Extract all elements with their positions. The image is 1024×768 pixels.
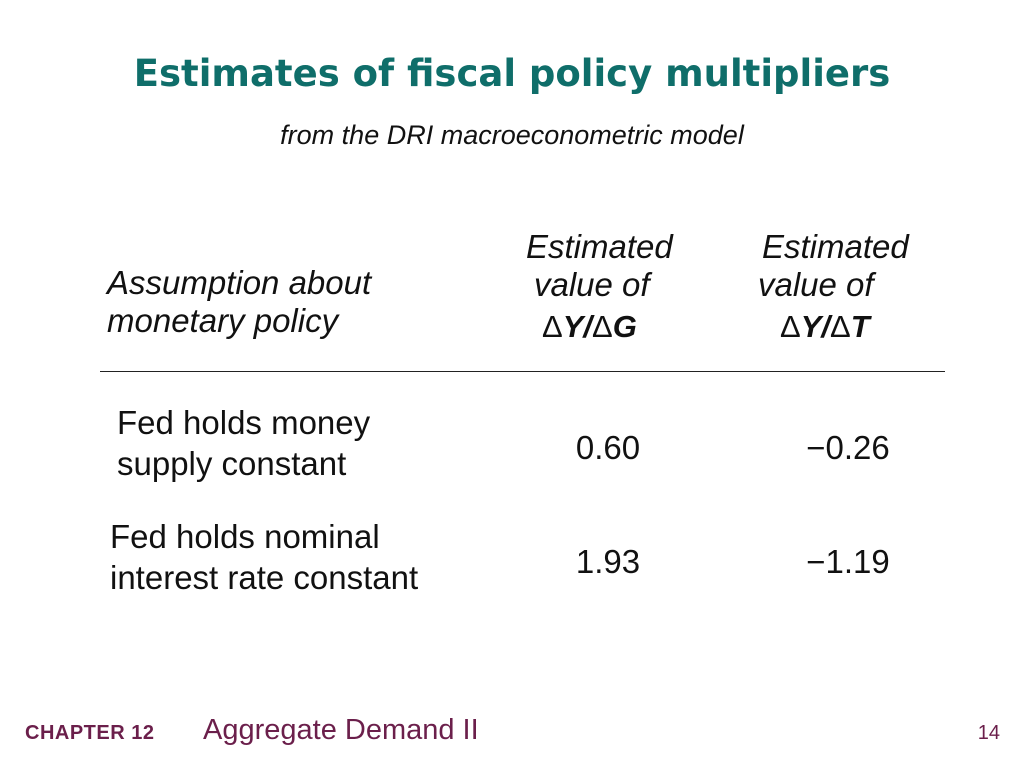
footer-chapter-title: Aggregate Demand II [203,714,479,746]
row-label-line-1: Fed holds money [117,404,371,441]
delta-symbol: Δ [830,309,851,344]
value-dy-dg: 1.93 [575,543,641,580]
row-label: Fed holds money supply constant [117,402,370,484]
row-label-line-2: interest rate constant [110,559,419,596]
header-dy-dt-ratio: ΔY/ΔT [758,308,958,346]
ratio-slash: / [821,309,831,344]
slide-title: Estimates of fiscal policy multipliers [133,52,891,95]
ratio-variable-y: Y [800,309,822,344]
delta-symbol: Δ [780,309,801,344]
delta-symbol: Δ [592,309,613,344]
header-divider [100,371,945,372]
delta-symbol: Δ [542,309,563,344]
ratio-variable-y: Y [562,309,584,344]
page-number: 14 [977,722,1000,744]
header-assumption: Assumption about monetary policy [107,264,467,340]
ratio-variable-g: G [612,309,637,344]
row-label: Fed holds nominal interest rate constant [110,516,418,598]
header-dy-dg: Estimated value of ΔY/ΔG [526,228,726,346]
header-assumption-line-1: Assumption about [107,264,372,301]
slide-subtitle: from the DRI macroeconometric model [280,120,744,150]
header-dy-dt-line-2: value of [758,266,874,303]
header-dy-dg-line-2: value of [534,266,650,303]
footer-chapter-label: CHAPTER 12 [25,722,155,744]
value-dy-dt: −1.19 [806,543,890,580]
header-dy-dg-line-1: Estimated [526,228,673,265]
ratio-variable-t: T [850,309,870,344]
header-assumption-line-2: monetary policy [107,302,339,339]
value-dy-dt: −0.26 [806,429,890,466]
header-dy-dt-line-1: Estimated [762,228,909,265]
value-dy-dg: 0.60 [575,429,641,466]
header-dy-dg-ratio: ΔY/ΔG [526,308,726,346]
row-label-line-2: supply constant [117,445,347,482]
ratio-slash: / [583,309,593,344]
header-dy-dt: Estimated value of ΔY/ΔT [758,228,958,346]
row-label-line-1: Fed holds nominal [110,518,380,555]
